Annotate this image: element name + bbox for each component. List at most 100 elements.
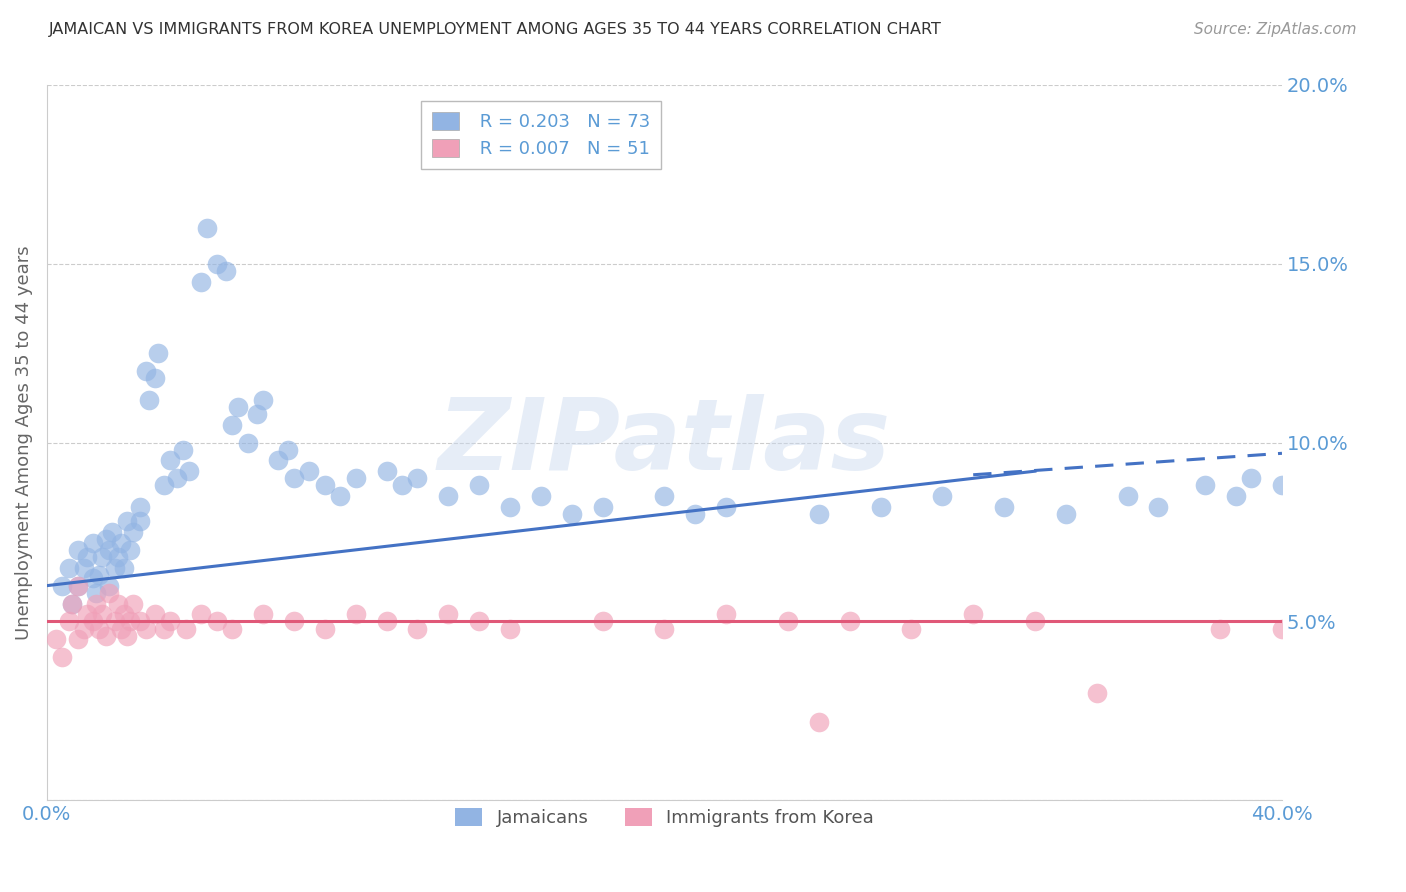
Point: [236, 435, 259, 450]
Point: [84, 586, 107, 600]
Point: [1240, 471, 1263, 485]
Point: [246, 407, 269, 421]
Point: [174, 622, 197, 636]
Point: [190, 275, 212, 289]
Point: [221, 417, 243, 432]
Point: [112, 607, 135, 622]
Point: [110, 622, 132, 636]
Point: [406, 622, 429, 636]
Point: [120, 615, 142, 629]
Text: Source: ZipAtlas.com: Source: ZipAtlas.com: [1194, 22, 1357, 37]
Point: [177, 464, 200, 478]
Point: [592, 615, 614, 629]
Point: [73, 622, 96, 636]
Point: [104, 615, 127, 629]
Point: [1194, 478, 1216, 492]
Point: [252, 607, 274, 622]
Point: [112, 560, 135, 574]
Point: [298, 464, 321, 478]
Point: [807, 507, 830, 521]
Point: [1209, 622, 1232, 636]
Point: [58, 615, 80, 629]
Point: [962, 607, 984, 622]
Y-axis label: Unemployment Among Ages 35 to 44 years: Unemployment Among Ages 35 to 44 years: [15, 245, 32, 640]
Point: [499, 500, 522, 514]
Point: [51, 650, 73, 665]
Point: [66, 632, 89, 647]
Point: [776, 615, 799, 629]
Point: [344, 471, 367, 485]
Point: [437, 607, 460, 622]
Point: [1024, 615, 1046, 629]
Point: [197, 221, 219, 235]
Point: [685, 507, 707, 521]
Point: [468, 615, 491, 629]
Point: [91, 549, 114, 564]
Point: [391, 478, 413, 492]
Point: [205, 615, 228, 629]
Point: [135, 364, 157, 378]
Point: [128, 500, 150, 514]
Point: [107, 549, 129, 564]
Point: [91, 607, 114, 622]
Point: [45, 632, 67, 647]
Point: [159, 453, 181, 467]
Point: [228, 400, 250, 414]
Point: [122, 597, 145, 611]
Point: [60, 597, 83, 611]
Point: [277, 442, 299, 457]
Point: [406, 471, 429, 485]
Point: [100, 524, 122, 539]
Point: [135, 622, 157, 636]
Point: [94, 532, 117, 546]
Point: [900, 622, 922, 636]
Point: [1147, 500, 1170, 514]
Point: [110, 535, 132, 549]
Point: [931, 489, 953, 503]
Legend: Jamaicans, Immigrants from Korea: Jamaicans, Immigrants from Korea: [447, 800, 882, 834]
Point: [84, 597, 107, 611]
Point: [128, 514, 150, 528]
Point: [107, 597, 129, 611]
Point: [344, 607, 367, 622]
Point: [314, 622, 336, 636]
Point: [143, 371, 166, 385]
Point: [153, 622, 176, 636]
Point: [375, 615, 398, 629]
Point: [1054, 507, 1077, 521]
Point: [89, 622, 111, 636]
Point: [128, 615, 150, 629]
Point: [215, 264, 238, 278]
Point: [714, 500, 737, 514]
Point: [283, 471, 305, 485]
Point: [73, 560, 96, 574]
Point: [530, 489, 553, 503]
Point: [97, 579, 120, 593]
Point: [283, 615, 305, 629]
Point: [89, 568, 111, 582]
Point: [654, 622, 676, 636]
Point: [869, 500, 891, 514]
Point: [329, 489, 352, 503]
Point: [267, 453, 290, 467]
Point: [468, 478, 491, 492]
Point: [97, 586, 120, 600]
Text: ZIPatlas: ZIPatlas: [437, 394, 891, 491]
Point: [1225, 489, 1247, 503]
Point: [838, 615, 860, 629]
Point: [190, 607, 212, 622]
Point: [993, 500, 1015, 514]
Point: [714, 607, 737, 622]
Point: [807, 714, 830, 729]
Point: [205, 257, 228, 271]
Point: [437, 489, 460, 503]
Point: [1271, 478, 1294, 492]
Point: [1116, 489, 1139, 503]
Point: [252, 392, 274, 407]
Point: [221, 622, 243, 636]
Point: [1271, 622, 1294, 636]
Point: [159, 615, 181, 629]
Point: [97, 542, 120, 557]
Point: [120, 542, 142, 557]
Point: [115, 629, 138, 643]
